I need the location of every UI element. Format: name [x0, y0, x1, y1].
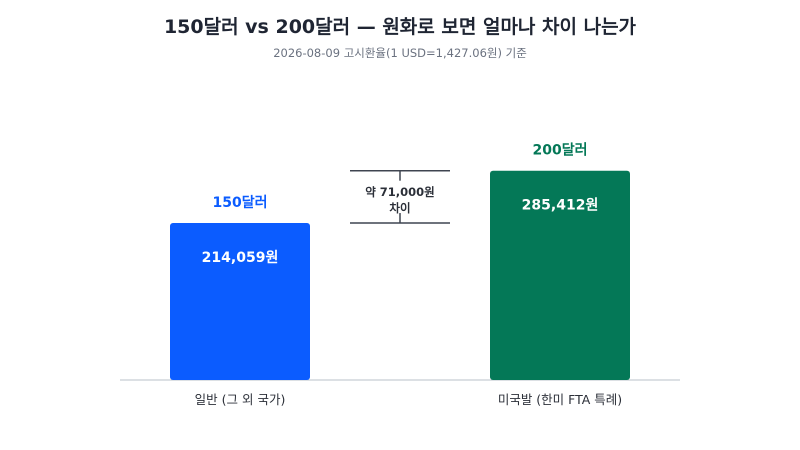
bar-name-label-150: 150달러	[213, 195, 268, 211]
category-label-us-origin: 미국발 (한미 FTA 특례)	[498, 392, 622, 407]
difference-label-text: 차이	[389, 201, 410, 215]
bar-us-origin	[490, 170, 630, 380]
difference-bracket: 약 71,000원 차이	[350, 169, 450, 224]
difference-label-amount: 약 71,000원	[365, 185, 435, 199]
bar-value-label-150: 214,059원	[202, 250, 279, 266]
category-label-general: 일반 (그 외 국가)	[195, 392, 286, 407]
bar-group-1: 150달러 214,059원 일반 (그 외 국가)	[170, 195, 310, 407]
chart-title: 150달러 vs 200달러 — 원화로 보면 얼마나 차이 나는가	[163, 16, 637, 38]
chart-subtitle: 2026-08-09 고시환율(1 USD=1,427.06원) 기준	[273, 46, 527, 60]
bar-value-label-200: 285,412원	[522, 198, 599, 214]
bar-general	[170, 223, 310, 380]
bar-name-label-200: 200달러	[533, 143, 588, 159]
bar-group-2: 200달러 285,412원 미국발 (한미 FTA 특례)	[490, 143, 630, 407]
